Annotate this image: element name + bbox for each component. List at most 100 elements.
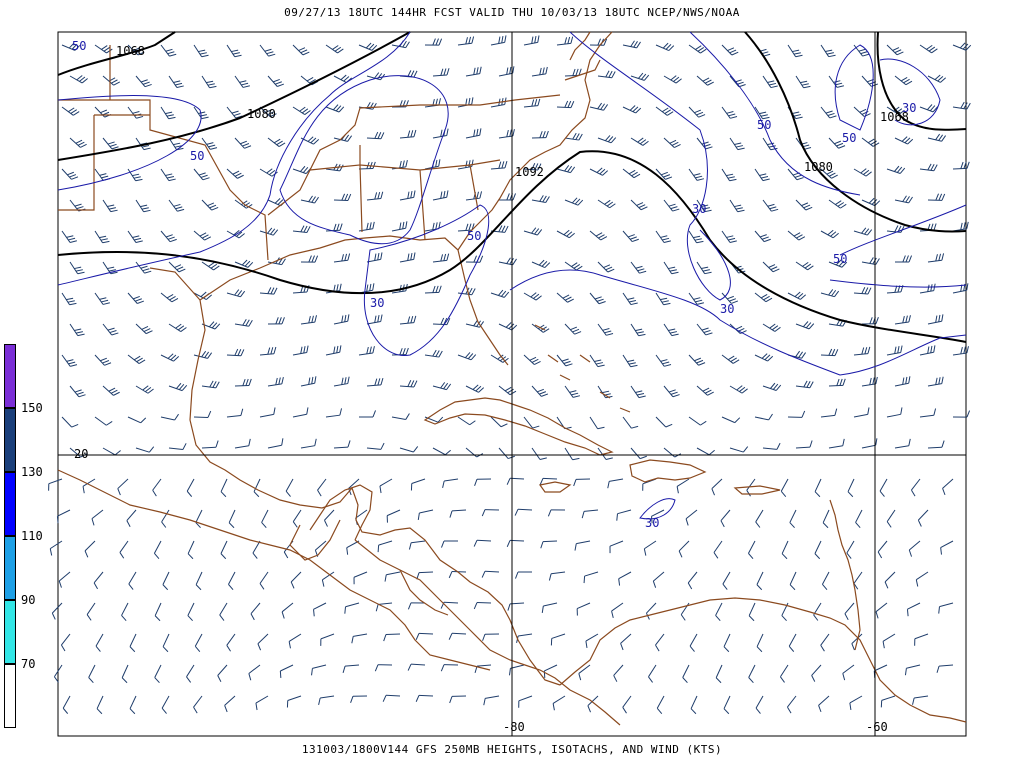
wind-barb xyxy=(61,354,78,367)
wind-barb xyxy=(474,478,492,486)
wind-barb xyxy=(126,509,137,528)
wind-barb xyxy=(755,509,764,528)
wind-barb xyxy=(481,509,500,517)
wind-barb xyxy=(622,416,639,429)
wind-barb xyxy=(366,252,383,263)
wind-barb xyxy=(622,292,638,306)
wind-barb xyxy=(531,195,550,203)
wind-barb xyxy=(547,509,566,517)
wind-barb xyxy=(94,168,111,181)
wind-barb xyxy=(578,664,591,681)
wind-barbs xyxy=(48,35,972,715)
wind-barb xyxy=(333,440,351,449)
wind-barb xyxy=(919,163,938,172)
wind-barb xyxy=(386,509,401,523)
wind-barb xyxy=(129,633,137,653)
lesser-antilles xyxy=(829,499,861,651)
wind-barb xyxy=(721,230,737,243)
wind-barb xyxy=(564,197,584,206)
wind-barb xyxy=(318,695,335,705)
wind-barb xyxy=(440,664,459,672)
wind-barb xyxy=(61,42,81,51)
wind-barb xyxy=(556,292,574,303)
height-label: 1068 xyxy=(116,44,145,58)
wind-barb xyxy=(687,571,698,590)
isotach-30-west xyxy=(363,204,490,357)
gulf-north-coast xyxy=(199,235,509,366)
wind-barb xyxy=(523,227,543,236)
wind-barb xyxy=(424,349,443,358)
wind-barb xyxy=(564,447,580,461)
legend-label: 110 xyxy=(21,529,43,543)
wind-barb xyxy=(861,197,881,207)
wind-barb xyxy=(564,132,583,141)
wind-barb xyxy=(853,346,871,356)
wind-barb xyxy=(201,440,219,449)
wind-barb xyxy=(787,410,806,418)
wind-barb xyxy=(655,416,673,428)
wind-barb xyxy=(940,540,954,555)
wind-barb xyxy=(676,478,690,494)
isotach-contours xyxy=(57,31,967,520)
wind-barb xyxy=(267,438,284,449)
isotach-label: 50 xyxy=(842,131,856,145)
wind-barb xyxy=(880,695,896,708)
jamaica xyxy=(538,481,572,493)
wind-barb xyxy=(490,416,508,428)
wind-barb xyxy=(281,602,294,619)
wind-barb xyxy=(908,540,921,557)
wind-barb xyxy=(597,70,616,79)
wind-barb xyxy=(321,571,335,587)
isotach-50-west xyxy=(57,95,202,191)
wind-barb xyxy=(152,478,162,497)
wind-barb xyxy=(696,75,714,86)
wind-barb xyxy=(682,664,690,684)
wind-barb xyxy=(655,633,665,652)
wind-barb xyxy=(756,571,764,591)
wind-barb xyxy=(762,442,781,450)
wind-barb xyxy=(927,74,947,83)
wind-barb xyxy=(813,602,822,621)
wind-barb xyxy=(127,354,146,364)
isotach-label: 50 xyxy=(72,39,86,53)
wind-barb xyxy=(523,162,542,171)
wind-barb xyxy=(267,137,286,147)
wind-barb xyxy=(552,695,566,711)
wind-barb xyxy=(762,382,782,391)
wind-barb xyxy=(507,602,525,611)
central-america-inner xyxy=(289,519,449,616)
wind-barb xyxy=(822,509,830,529)
wind-barb xyxy=(696,447,715,456)
wind-barb xyxy=(432,382,452,391)
wind-barb xyxy=(587,695,599,713)
wind-barb xyxy=(325,408,343,418)
wind-barb xyxy=(573,478,591,487)
wind-barb xyxy=(317,478,327,497)
wind-barb xyxy=(611,602,624,619)
wind-barb xyxy=(257,633,269,651)
wind-barb xyxy=(384,571,401,582)
wind-barb xyxy=(379,478,393,494)
height-contour-1092 xyxy=(57,150,967,343)
wind-barb xyxy=(523,416,540,429)
wind-barb xyxy=(226,44,242,58)
wind-barb xyxy=(160,353,180,362)
height-contour-1068-west xyxy=(57,31,176,76)
wind-barb xyxy=(877,540,888,559)
wind-barb xyxy=(894,195,913,204)
wind-barb xyxy=(201,199,219,211)
wind-barb xyxy=(187,602,195,622)
wind-barb xyxy=(391,221,408,232)
wind-barb xyxy=(457,159,474,170)
wind-barb xyxy=(250,602,261,621)
wind-barb xyxy=(820,348,839,357)
wind-barb xyxy=(366,377,384,387)
wind-barb xyxy=(894,75,913,86)
wind-barb xyxy=(795,261,814,271)
wind-barb xyxy=(652,571,665,588)
wind-barb xyxy=(226,348,245,357)
wind-barb xyxy=(589,102,609,111)
wind-barb xyxy=(663,261,679,275)
wind-barb xyxy=(162,633,170,653)
wind-barb xyxy=(407,602,426,610)
